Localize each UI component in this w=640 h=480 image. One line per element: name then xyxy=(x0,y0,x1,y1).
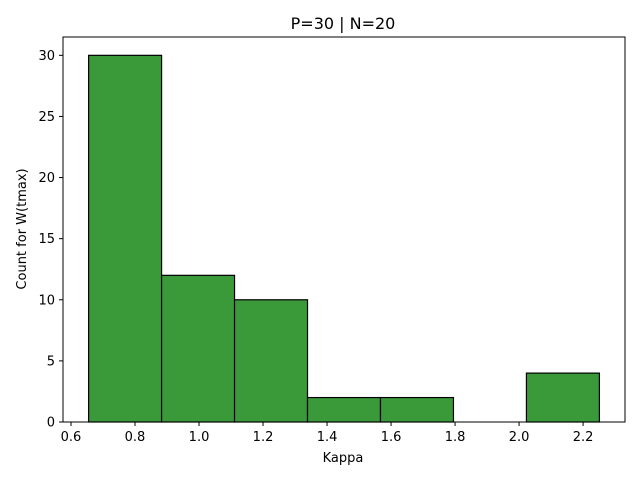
y-tick-label: 10 xyxy=(38,293,55,308)
histogram-bar xyxy=(160,274,236,423)
y-tick-label: 5 xyxy=(47,354,55,369)
x-tick-label: 1.6 xyxy=(381,430,402,445)
x-tick-label: 1.8 xyxy=(445,430,466,445)
histogram-bar xyxy=(233,299,309,423)
x-tick-label: 1.4 xyxy=(317,430,338,445)
y-axis-label: Count for W(tmax) xyxy=(15,168,30,289)
x-tick-label: 0.6 xyxy=(61,430,82,445)
chart-title: P=30 | N=20 xyxy=(291,14,396,33)
x-tick-label: 1.0 xyxy=(189,430,210,445)
y-tick-label: 20 xyxy=(38,171,55,186)
x-tick-label: 2.0 xyxy=(509,430,530,445)
x-axis-ticks: 0.6 0.8 1.0 1.2 1.4 1.6 1.8 2.0 2.2 xyxy=(61,422,594,445)
y-tick-label: 0 xyxy=(47,416,55,431)
x-tick-label: 1.2 xyxy=(253,430,274,445)
plot-frame xyxy=(62,36,626,423)
bars-group xyxy=(88,54,600,423)
histogram-bar xyxy=(525,372,600,423)
histogram-bar xyxy=(88,54,163,423)
x-axis-label: Kappa xyxy=(323,451,364,466)
y-tick-label: 15 xyxy=(38,232,55,247)
histogram-bar xyxy=(306,396,382,423)
x-tick-label: 0.8 xyxy=(125,430,146,445)
y-tick-label: 30 xyxy=(38,49,55,64)
x-tick-label: 2.2 xyxy=(573,430,594,445)
y-tick-label: 25 xyxy=(38,110,55,125)
y-axis-ticks: 0 5 10 15 20 25 30 xyxy=(38,49,63,431)
histogram-bar xyxy=(379,396,455,423)
